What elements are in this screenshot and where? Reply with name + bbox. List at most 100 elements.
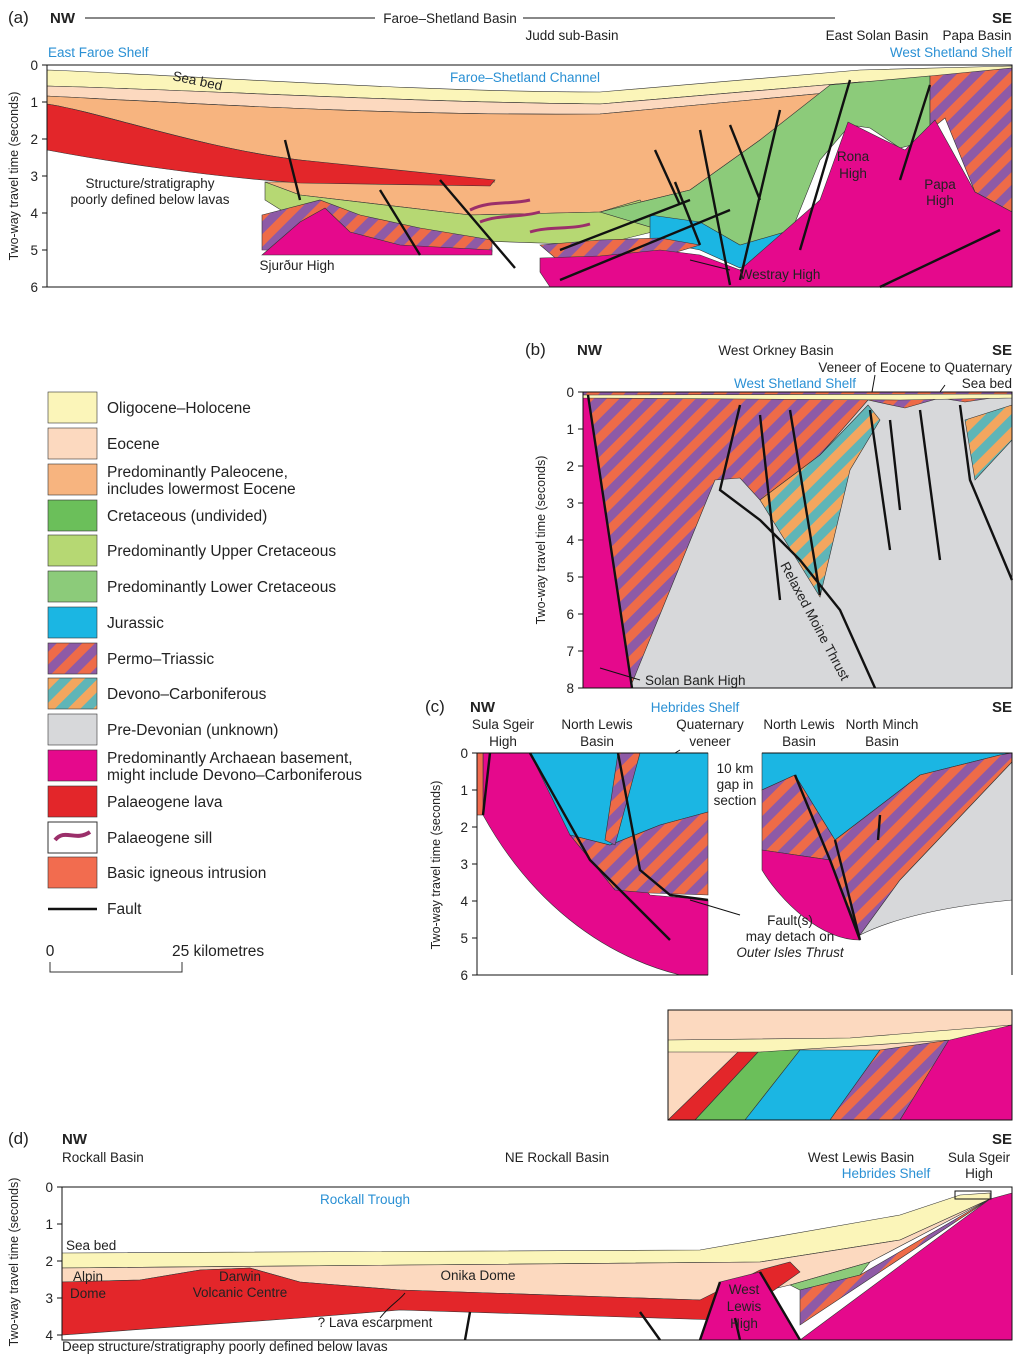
high-label: High <box>926 193 954 208</box>
sea-bed-label: Sea bed <box>962 376 1012 391</box>
legend-label: Devono–Carboniferous <box>107 686 267 703</box>
tick-label: 5 <box>566 570 574 585</box>
tick-label: 6 <box>460 968 468 983</box>
veneer-label: Quaternary <box>676 717 744 732</box>
basin-label: North Lewis <box>561 717 633 732</box>
basin-label: West Orkney Basin <box>718 343 833 358</box>
shelf-label: West Shetland Shelf <box>890 45 1012 60</box>
high-label: Westray High <box>740 267 821 282</box>
tick-label: 1 <box>30 95 38 110</box>
basin-label: NE Rockall Basin <box>505 1150 609 1165</box>
note: poorly defined below lavas <box>70 192 229 207</box>
fault <box>463 1271 802 1341</box>
panel-label: (a) <box>8 8 29 27</box>
high-label: Lewis <box>727 1299 762 1314</box>
legend-label: Palaeogene sill <box>107 830 212 847</box>
fault-note: may detach on <box>746 929 835 944</box>
leader <box>689 259 731 271</box>
legend: Oligocene–Holocene Eocene Predominantly … <box>46 391 362 973</box>
legend-label: Predominantly Upper Cretaceous <box>107 543 336 560</box>
channel-label: Faroe–Shetland Channel <box>450 70 600 85</box>
legend-label: Eocene <box>107 436 160 453</box>
high-label: Sula Sgeir <box>948 1150 1011 1165</box>
basin-label: Rockall Basin <box>62 1150 144 1165</box>
swatch <box>47 713 98 746</box>
gap-label: gap in <box>717 777 754 792</box>
tick-label: 1 <box>460 783 468 798</box>
tick-label: 4 <box>460 894 468 909</box>
swatch <box>47 749 98 782</box>
panel-a: (a) NW SE Faroe–Shetland Basin Judd sub-… <box>7 8 1013 289</box>
tick-label: 3 <box>460 857 468 872</box>
swatch <box>47 463 98 496</box>
direction: NW <box>470 699 496 716</box>
high-label: High <box>965 1166 993 1181</box>
leader <box>871 374 946 393</box>
legend-label: includes lowermost Eocene <box>107 481 296 498</box>
tick-label: 2 <box>45 1254 53 1269</box>
swatch <box>47 534 98 567</box>
veneer-label: veneer <box>689 734 731 749</box>
inset-marker <box>954 1190 992 1200</box>
direction: NW <box>577 342 603 359</box>
fault <box>283 79 1001 289</box>
legend-label: Fault <box>107 901 142 918</box>
basin-label: Judd sub-Basin <box>525 28 618 43</box>
direction: SE <box>992 10 1012 27</box>
dome-label: Alpin <box>73 1269 103 1284</box>
high-label: West <box>729 1282 760 1297</box>
basin-label: North Minch <box>846 717 919 732</box>
axis-label: Two-way travel time (seconds) <box>7 1178 21 1347</box>
direction: NW <box>50 10 76 27</box>
tick-label: 2 <box>566 459 574 474</box>
legend-label: Predominantly Lower Cretaceous <box>107 579 336 596</box>
tick-label: 3 <box>566 496 574 511</box>
leader <box>689 899 741 916</box>
veneer-label: Veneer of Eocene to Quaternary <box>818 360 1012 375</box>
swatch <box>47 499 98 532</box>
layer-lava <box>46 103 496 187</box>
panel-label: (c) <box>425 697 445 716</box>
shelf-label: Hebrides Shelf <box>842 1166 931 1181</box>
basic-intrusion <box>476 752 484 816</box>
tick-label: 2 <box>460 820 468 835</box>
fault <box>586 394 1014 689</box>
basin-label: Basin <box>580 734 614 749</box>
inset <box>667 1009 1013 1121</box>
axis-label: Two-way travel time (seconds) <box>534 456 548 625</box>
shelf-label: West Shetland Shelf <box>734 376 856 391</box>
tick-label: 8 <box>566 681 574 696</box>
tick-label: 0 <box>30 58 38 73</box>
swatch <box>47 642 98 675</box>
basin-label: Faroe–Shetland Basin <box>383 11 517 26</box>
direction: NW <box>62 1131 88 1148</box>
tick-label: 4 <box>566 533 574 548</box>
layer-basement <box>261 207 493 256</box>
tick-label: 5 <box>30 243 38 258</box>
fault <box>481 752 882 941</box>
basin-label: West Lewis Basin <box>808 1150 914 1165</box>
tick-label: 3 <box>30 169 38 184</box>
volcanic-label: Volcanic Centre <box>193 1285 288 1300</box>
tick-label: 4 <box>30 206 38 221</box>
panel-d: (d) NW SE Rockall Basin NE Rockall Basin… <box>7 1129 1013 1354</box>
tick-label: 6 <box>30 280 38 295</box>
fault-note: Fault(s) <box>767 913 813 928</box>
basin-label: Basin <box>865 734 899 749</box>
legend-label: Palaeogene lava <box>107 794 223 811</box>
tick-label: 2 <box>30 132 38 147</box>
tick-label: 4 <box>45 1328 53 1343</box>
tick-label: 1 <box>566 422 574 437</box>
leader <box>599 667 641 681</box>
swatch <box>47 677 98 710</box>
basin-label: Basin <box>782 734 816 749</box>
scale-label: 0 <box>46 943 55 960</box>
panel-label: (d) <box>8 1129 29 1148</box>
legend-label: Predominantly Paleocene, <box>107 464 288 481</box>
tick-label: 7 <box>566 644 574 659</box>
inset-frame <box>667 1009 1013 1121</box>
basin-label: East Solan Basin <box>826 28 929 43</box>
